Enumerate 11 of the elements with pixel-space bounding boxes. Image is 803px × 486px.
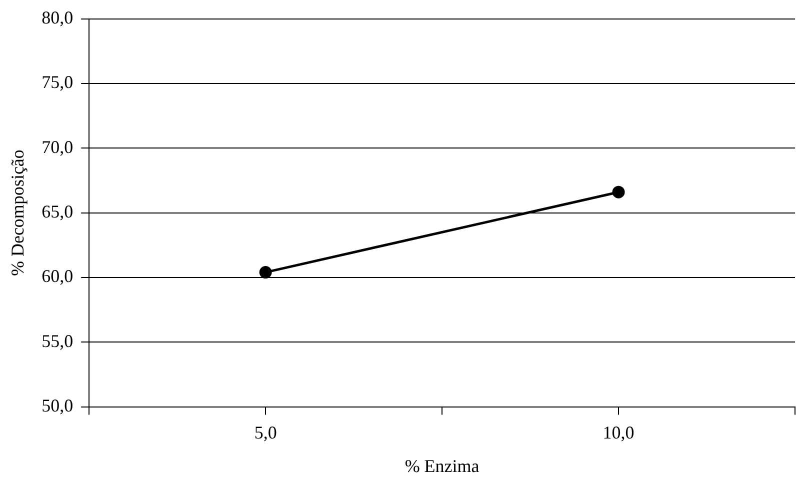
y-tick-label: 65,0 [42,202,74,222]
x-tick-label: 10,0 [602,422,634,442]
y-axis-title: % Decomposição [8,150,28,276]
y-tick-label: 70,0 [42,136,74,157]
y-tick-label: 80,0 [42,8,74,28]
y-tick-label: 50,0 [42,396,74,416]
x-tick-label: 5,0 [254,422,277,442]
y-tick-label: 55,0 [42,330,74,351]
y-tick-label: 75,0 [42,72,74,92]
x-axis-title: % Enzima [404,456,480,476]
y-tick-label: 60,0 [42,266,74,286]
